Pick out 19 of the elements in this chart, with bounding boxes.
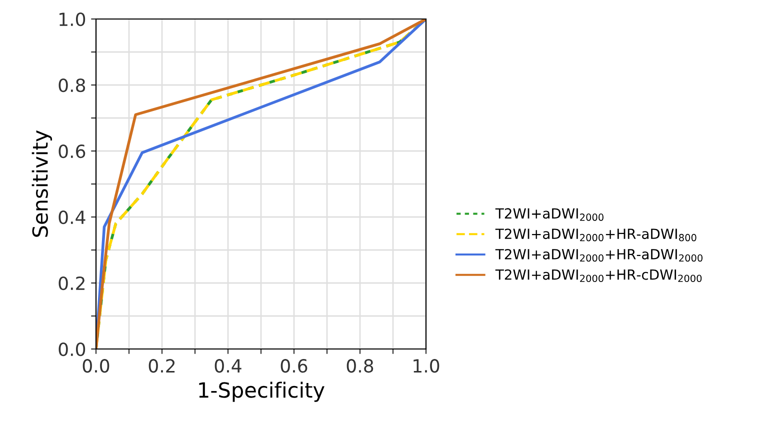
x-tick-label: 0.0 bbox=[82, 359, 110, 373]
x-tick-label: 0.8 bbox=[346, 359, 374, 373]
y-tick-label: 0.2 bbox=[58, 276, 84, 290]
y-tick-label: 0.8 bbox=[58, 78, 86, 92]
x-tick-label: 1.0 bbox=[414, 359, 440, 373]
legend-label: T2WI+aDWI$_{2000}$+HR-cDWI$_{2000}$ bbox=[495, 269, 702, 282]
y-tick-label: 0.0 bbox=[58, 342, 86, 356]
x-tick-label: 0.6 bbox=[280, 359, 308, 373]
x-tick-label: 0.2 bbox=[148, 359, 175, 373]
x-axis-title: 1-Specificity bbox=[199, 382, 324, 402]
y-tick-label: 0.4 bbox=[58, 210, 86, 224]
y-tick-label: 1.0 bbox=[60, 12, 86, 26]
legend-label: T2WI+aDWI$_{2000}$ bbox=[495, 208, 604, 221]
line-series bbox=[96, 19, 426, 349]
x-tick-label: 0.4 bbox=[214, 359, 242, 373]
legend-label: T2WI+aDWI$_{2000}$+HR-aDWI$_{2000}$ bbox=[495, 248, 702, 262]
y-tick-label: 0.6 bbox=[58, 144, 86, 158]
y-axis-title: Sensitivity bbox=[32, 130, 52, 237]
legend-label: T2WI+aDWI$_{2000}$+HR-aDWI$_{800}$ bbox=[495, 228, 696, 242]
